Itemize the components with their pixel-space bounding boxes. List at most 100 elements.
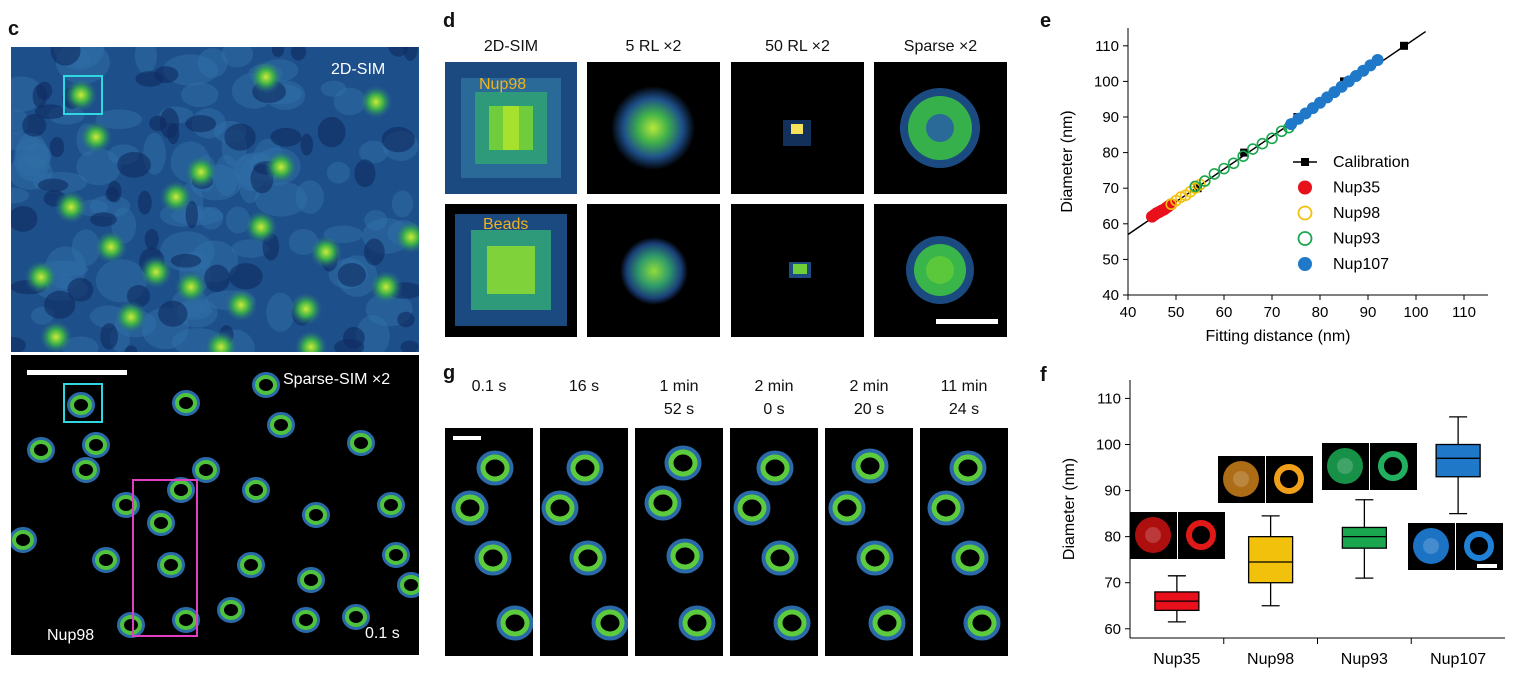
frame-ring-3 [868,605,906,641]
nup98-2d-sim-tile: Nup98 [445,62,577,194]
pore-spot-18 [39,320,73,352]
pore-ring-20 [382,542,410,568]
pore-spot-6 [54,190,88,224]
pore-spot-19 [114,300,148,334]
pore-spot-20 [204,330,238,352]
pore-ring-5 [27,437,55,463]
inset-image-0 [1130,512,1225,559]
svg-text:Nup107: Nup107 [1333,256,1389,273]
pore-ring-9 [192,457,220,483]
2d-sim-label: 2D-SIM [331,61,386,78]
nup98-sparse-tile [874,62,1007,194]
col-header-5rl: 5 RL ×2 [625,38,682,55]
y-tick-label: 50 [1102,251,1119,268]
pore-spot-17 [394,220,419,254]
y-tick-label: 70 [1102,180,1119,197]
pore-ring-23 [117,612,145,638]
frame-time-line2-4: 20 s [853,401,885,418]
y-tick-label: 100 [1094,73,1119,90]
panel-c-label: c [8,18,20,40]
pore-spot-4 [264,150,298,184]
pore-ring-6 [82,432,110,458]
beads-5rl-tile [587,204,720,337]
category-label-nup93: Nup93 [1341,651,1388,668]
2d-sim-image: 2D-SIM [11,47,419,352]
frame-time-line1-0: 0.1 s [471,378,507,395]
y-tick-label: 70 [1104,575,1121,592]
roi-box-magenta [132,479,198,637]
svg-text:Nup35: Nup35 [1333,180,1380,197]
frame-ring-0 [851,448,889,484]
pore-spot-15 [289,292,323,326]
pore-spot-12 [24,260,58,294]
time-frame-3 [730,428,818,656]
x-tick-label: 100 [1403,304,1428,321]
pore-spot-7 [159,180,193,214]
col-header-2d-sim: 2D-SIM [483,38,539,55]
category-label-nup98: Nup98 [1247,651,1294,668]
beads-scale-bar [936,319,998,324]
beads-2d-sim-tile: Beads [445,204,577,337]
frame-ring-1 [451,490,489,526]
frame-ring-2 [666,538,704,574]
frame-ring-0 [566,450,604,486]
legend-entry-nup98: Nup98 [1297,205,1380,222]
frame-ring-0 [476,450,514,486]
frame-ring-1 [828,490,866,526]
frame-ring-2 [951,540,989,576]
frame-ring-1 [541,490,579,526]
nup98-50rl-tile [731,62,864,194]
col-header-sparse: Sparse ×2 [903,38,978,55]
box-nup107 [1435,416,1481,515]
frame-ring-0 [756,450,794,486]
pore-ring-10 [242,477,270,503]
pore-ring-11 [302,502,330,528]
legend-entry-calibration: Calibration [1293,154,1409,171]
x-tick-label: 60 [1216,304,1233,321]
frame-ring-2 [761,540,799,576]
nup93-point [1208,168,1221,180]
frame-ring-3 [963,605,1001,641]
x-axis-label: Fitting distance (nm) [1206,328,1351,345]
pore-ring-19 [297,567,325,593]
legend-entry-nup35: Nup35 [1298,180,1380,197]
x-tick-label: 40 [1120,304,1137,321]
y-tick-label: 100 [1096,437,1121,454]
legend-entry-nup107: Nup107 [1298,256,1389,273]
sparse-sim-field [11,355,419,655]
y-tick-label: 60 [1104,621,1121,638]
frame-time-line2-2: 52 s [663,401,695,418]
frame-time-line2-3: 0 s [763,401,785,418]
inset-image-3 [1408,523,1503,570]
beads-sparse-tile [874,204,1007,337]
nup93-point [1199,175,1211,187]
pore-spot-11 [139,255,173,289]
frame-time-line1-5: 11 min [940,378,988,395]
frame-time-line1-2: 1 min [659,378,699,395]
beads-row-label: Beads [483,216,529,233]
roi-box-bottom [63,383,103,423]
x-tick-label: 80 [1312,304,1329,321]
calibration-point [1400,41,1408,50]
chart-f-boxplot: 60 70 80 90 100 110 Diameter (nm) Nup35 Nup98 Nup… [1061,380,1505,668]
roi-box-top [63,75,103,115]
time-label: 0.1 s [365,625,400,642]
protein-label: Nup98 [47,627,95,644]
nup98-row-label: Nup98 [479,76,527,93]
pore-spot-21 [294,330,328,352]
pore-ring-1 [172,390,200,416]
frame-ring-3 [773,605,811,641]
inset-image-1 [1218,456,1313,503]
time-frame-4 [825,428,913,656]
x-tick-label: 90 [1360,304,1377,321]
svg-text:Nup98: Nup98 [1333,205,1380,222]
x-tick-label: 50 [1168,304,1185,321]
pore-ring-0 [67,392,95,418]
y-axis-label: Diameter (nm) [1061,458,1078,560]
nup107-point [1371,54,1384,67]
svg-text:Nup93: Nup93 [1333,231,1380,248]
panel-e-label: e [1040,10,1052,32]
nup93-point [1247,143,1259,155]
y-axis-label: Diameter (nm) [1059,110,1076,212]
nup98-5rl-tile [587,62,720,194]
